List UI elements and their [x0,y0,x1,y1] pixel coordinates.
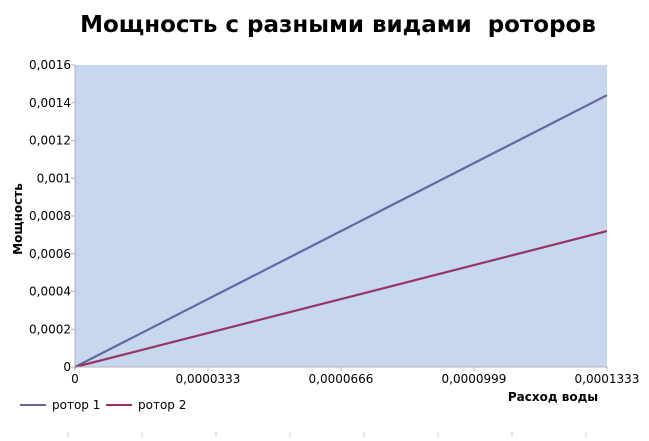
x-tick-label: 0,0000666 [309,372,374,386]
chart-title: Мощность с разными видами роторов [80,12,596,38]
y-axis-label: Мощность [11,183,25,255]
x-tick-label: 0,0000333 [176,372,241,386]
y-tick-label: 0,0014 [29,96,71,110]
legend-label-rotor-1: ротор 1 [52,398,100,412]
legend-label-rotor-2: ротор 2 [138,398,186,412]
x-tick-label: 0 [71,372,79,386]
series-lines [74,94,608,369]
x-tick-label: 0,0000999 [442,372,507,386]
y-tick-label: 0,001 [37,171,71,185]
x-tick-label: 0,0001333 [575,372,640,386]
y-tick-label: 0,0008 [29,209,71,223]
y-tick-label: 0,0016 [29,58,71,72]
y-axis-ticks: 0 0,0002 0,0004 0,0006 0,0008 0,001 0,0012 0,00… [29,58,75,374]
legend: ротор 1 ротор 2 [20,398,186,412]
x-axis-label: Расход воды [508,390,598,404]
plot-area [75,65,607,367]
x-axis-ticks: 0 0,0000333 0,0000666 0,0000999 0,0001333 [71,367,639,386]
y-tick-label: 0 [63,360,71,374]
y-tick-label: 0,0004 [29,285,71,299]
y-tick-label: 0,0006 [29,247,71,261]
bottom-tick-marks [67,432,587,437]
y-tick-label: 0,0012 [29,134,71,148]
series-line-1 [74,94,608,368]
series-line-2 [74,230,608,369]
y-tick-label: 0,0002 [29,322,71,336]
